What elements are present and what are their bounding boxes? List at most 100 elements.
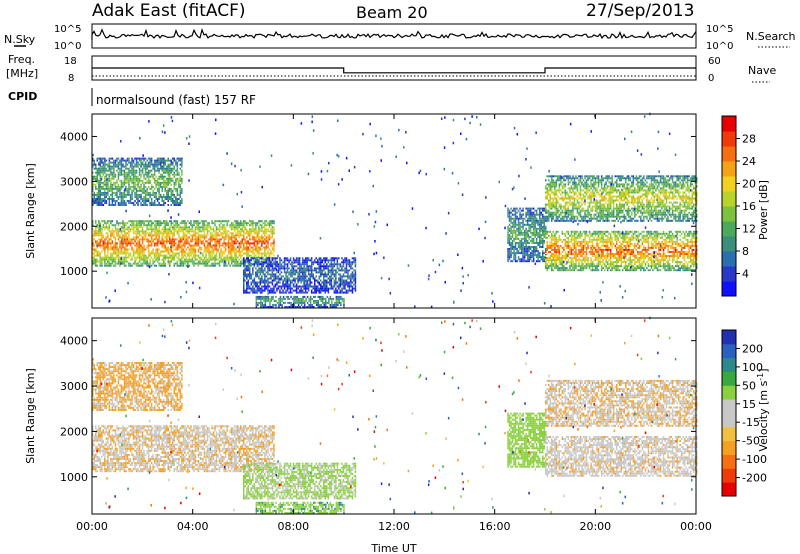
power-cell <box>160 163 162 166</box>
power-cell <box>237 224 239 227</box>
power-cell <box>164 228 166 231</box>
power-cell <box>161 264 163 267</box>
power-cell <box>178 181 180 184</box>
power-cell <box>156 256 159 259</box>
power-cell <box>150 159 153 162</box>
power-cell <box>354 289 357 292</box>
power-cell <box>114 183 117 186</box>
power-cell <box>122 244 124 247</box>
power-cell <box>249 254 251 257</box>
power-cell <box>164 244 166 247</box>
power-cell <box>129 161 132 164</box>
power-cell <box>178 179 180 182</box>
power-cell <box>326 259 328 262</box>
power-cell <box>569 251 571 253</box>
power-cell <box>347 291 349 294</box>
power-cell <box>126 191 129 194</box>
power-cell <box>278 304 280 306</box>
power-cell <box>152 228 154 231</box>
power-cell <box>271 271 274 274</box>
power-cell <box>158 204 160 206</box>
freq-label: Freq. <box>8 53 35 66</box>
power-cell <box>144 256 147 259</box>
power-cell <box>259 246 262 249</box>
power-cell <box>187 258 189 261</box>
power-cell <box>261 236 263 239</box>
power-cell <box>224 228 227 231</box>
power-cell <box>101 262 103 265</box>
power-cell <box>549 257 551 259</box>
power-cell <box>140 230 142 233</box>
power-cell <box>155 220 157 223</box>
power-cell <box>520 252 523 255</box>
power-cell <box>545 234 547 237</box>
power-cell <box>560 261 562 264</box>
power-cell <box>161 185 163 188</box>
power-cell <box>516 217 518 220</box>
power-cell <box>147 242 150 245</box>
power-cell <box>141 252 144 255</box>
power-cell <box>137 163 139 166</box>
power-cell <box>108 157 111 160</box>
power-cell <box>274 265 277 268</box>
power-cell <box>143 230 145 233</box>
power-cell <box>137 204 139 206</box>
power-cell <box>158 258 160 261</box>
power-cell <box>261 224 263 227</box>
power-cell <box>560 238 562 241</box>
power-cell <box>105 256 108 259</box>
power-cell <box>286 263 289 266</box>
power-cell <box>249 273 251 276</box>
power-cell <box>265 271 268 274</box>
power-cell <box>126 187 129 190</box>
power-cell <box>175 181 177 184</box>
power-cell <box>122 200 124 202</box>
power-cell <box>191 260 194 263</box>
power-cell <box>163 264 165 267</box>
power-cell <box>268 289 271 292</box>
power-cell <box>241 226 243 229</box>
power-cell <box>511 252 514 255</box>
power-cell <box>196 238 198 241</box>
power-cell <box>161 236 163 239</box>
power-cell <box>300 291 302 294</box>
power-cell <box>107 181 109 184</box>
power-cell <box>134 250 136 253</box>
power-cell <box>244 252 246 255</box>
power-cell <box>545 259 547 262</box>
power-cell <box>166 240 168 243</box>
power-cell <box>93 256 95 259</box>
power-cell <box>110 242 112 245</box>
power-cell <box>187 232 189 235</box>
power-cell <box>107 262 109 265</box>
power-cell <box>258 287 260 290</box>
power-cell <box>246 273 248 276</box>
power-cell <box>339 279 342 282</box>
power-cell <box>514 215 517 218</box>
power-cell <box>532 231 535 234</box>
power-cell <box>535 221 538 224</box>
power-cell <box>95 167 97 170</box>
power-cell <box>178 240 180 243</box>
power-cell <box>267 273 269 276</box>
power-cell <box>194 240 197 243</box>
power-cell <box>330 277 333 280</box>
power-cell <box>292 289 295 292</box>
power-cell <box>566 267 568 270</box>
power-cell <box>235 248 237 251</box>
power-cell <box>329 277 331 280</box>
power-cell <box>156 200 159 202</box>
power-cell <box>173 242 175 245</box>
power-cell <box>99 242 101 245</box>
power-cell <box>306 261 308 264</box>
power-cell <box>277 267 280 270</box>
power-cell <box>205 240 207 243</box>
power-cell <box>508 244 511 246</box>
power-cell <box>160 167 162 170</box>
power-cell <box>539 246 541 248</box>
power-cell <box>348 261 351 264</box>
power-cell <box>199 226 201 229</box>
power-cell <box>119 240 121 243</box>
power-cell <box>166 232 168 235</box>
power-cell <box>141 254 144 257</box>
